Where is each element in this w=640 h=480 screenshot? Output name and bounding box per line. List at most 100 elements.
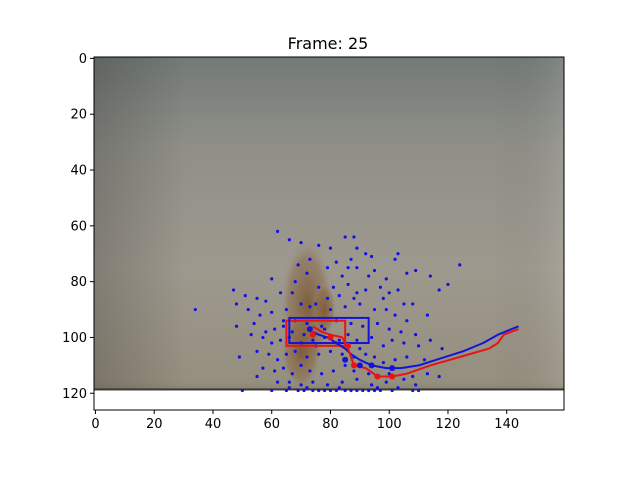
scatter-point <box>284 307 289 312</box>
scatter-point <box>308 257 312 261</box>
scatter-point <box>325 383 330 387</box>
scatter-point <box>234 302 239 306</box>
scatter-point <box>281 366 286 370</box>
scatter-point <box>267 352 271 356</box>
scatter-point <box>428 338 432 342</box>
scatter-point <box>440 347 444 351</box>
x-tick-label: 0 <box>91 417 99 432</box>
scatter-point <box>296 388 300 393</box>
scatter-point <box>355 388 359 393</box>
scatter-point <box>378 388 383 393</box>
scatter-point <box>337 386 341 390</box>
plot-frame <box>93 56 565 411</box>
scatter-point <box>375 386 380 390</box>
scatter-point <box>384 307 388 312</box>
x-tick-label: 100 <box>377 417 402 432</box>
scatter-point <box>296 263 300 267</box>
scatter-point <box>325 266 330 270</box>
scatter-point <box>387 327 391 331</box>
scatter-point <box>437 374 441 379</box>
scatter-point <box>343 388 347 393</box>
scatter-point <box>255 374 259 379</box>
background-image-shade <box>94 57 564 410</box>
scatter-point <box>264 299 268 303</box>
scatter-point <box>384 380 388 384</box>
scatter-point <box>193 307 197 312</box>
scatter-point <box>372 268 377 273</box>
red-track-marker <box>309 331 316 338</box>
scatter-point <box>396 288 400 292</box>
scatter-point <box>393 358 397 362</box>
scatter-point <box>437 288 441 292</box>
scatter-point <box>273 369 277 373</box>
scatter-point <box>428 274 432 278</box>
scatter-point <box>317 285 321 289</box>
scatter-point <box>325 296 330 300</box>
y-tick-label: 100 <box>62 331 87 346</box>
scatter-point <box>302 333 306 337</box>
y-tick-label: 20 <box>70 108 87 123</box>
scatter-point <box>381 296 385 300</box>
scatter-point <box>290 330 294 334</box>
scatter-point <box>246 307 250 312</box>
scatter-point <box>299 240 303 245</box>
scatter-point <box>284 388 289 393</box>
scatter-point <box>261 366 265 370</box>
scatter-point <box>425 372 430 376</box>
scatter-point <box>270 341 274 345</box>
scatter-point <box>384 277 388 281</box>
red-track-marker <box>374 373 381 380</box>
blue-track-marker <box>368 362 375 369</box>
scatter-point <box>355 246 359 250</box>
scatter-point <box>349 388 353 393</box>
scatter-point <box>381 360 385 365</box>
blue-trajectory <box>312 325 519 370</box>
scatter-point <box>255 349 259 353</box>
blue-track-marker <box>342 356 349 363</box>
scatter-point <box>381 344 385 348</box>
y-tick-label: 60 <box>70 219 87 234</box>
scatter-point <box>340 274 344 278</box>
y-axis: 0 20 40 60 80 100 120 <box>62 52 94 402</box>
x-tick-label: 20 <box>146 417 163 432</box>
scatter-point <box>331 369 336 373</box>
scatter-point <box>343 363 347 367</box>
scatter-point <box>234 324 239 328</box>
scatter-point <box>311 380 315 384</box>
scatter-point <box>337 293 341 298</box>
scatter-point <box>346 333 350 337</box>
blue-track-marker <box>356 362 363 369</box>
scatter-point <box>402 341 406 345</box>
scatter-point <box>305 271 309 275</box>
scatter-point <box>293 280 297 284</box>
scatter-point <box>334 388 338 393</box>
scatter-point <box>405 271 409 275</box>
blue-bounding-box <box>288 316 370 345</box>
scatter-point <box>275 229 280 234</box>
x-tick-label: 140 <box>494 417 519 432</box>
scatter-point <box>305 321 309 326</box>
scatter-point <box>299 302 303 306</box>
blue-track-marker <box>389 365 396 372</box>
scatter-point <box>293 349 297 353</box>
scatter-point <box>425 313 430 317</box>
scatter-point <box>264 330 268 334</box>
scatter-point <box>287 386 291 390</box>
scatter-point <box>352 235 356 239</box>
scatter-point <box>322 388 327 393</box>
scatter-point <box>364 352 368 356</box>
scatter-point <box>328 388 333 393</box>
scatter-point <box>402 377 406 381</box>
scatter-point <box>317 352 321 356</box>
scatter-point <box>393 313 397 317</box>
scatter-point <box>337 338 341 342</box>
scatter-point <box>367 372 371 376</box>
scatter-point <box>446 282 450 287</box>
scatter-point <box>284 352 289 356</box>
chart-title: Frame: 25 <box>288 34 369 53</box>
scatter-point <box>372 355 377 359</box>
scatter-point <box>302 388 306 393</box>
scatter-point <box>311 388 315 393</box>
scatter-point <box>290 291 294 295</box>
x-tick-label: 120 <box>436 417 461 432</box>
